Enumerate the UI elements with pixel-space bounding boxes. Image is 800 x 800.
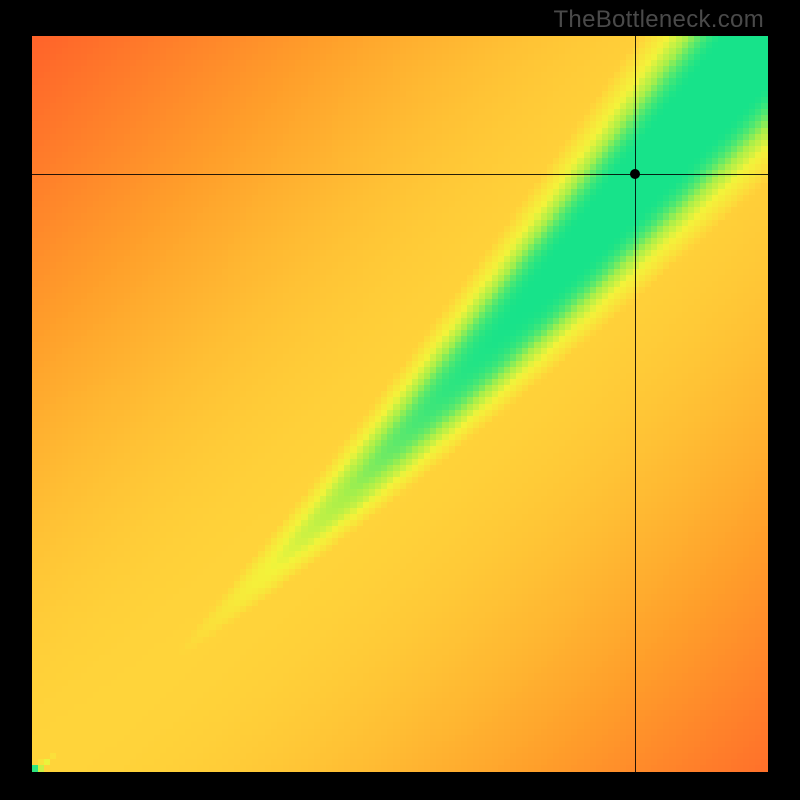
heatmap-canvas [32,36,768,772]
plot-area [32,36,768,772]
crosshair-horizontal [32,174,768,175]
watermark-text: TheBottleneck.com [553,6,764,34]
marker-dot [630,169,640,179]
chart-root: TheBottleneck.com [0,0,800,800]
crosshair-vertical [635,36,636,772]
